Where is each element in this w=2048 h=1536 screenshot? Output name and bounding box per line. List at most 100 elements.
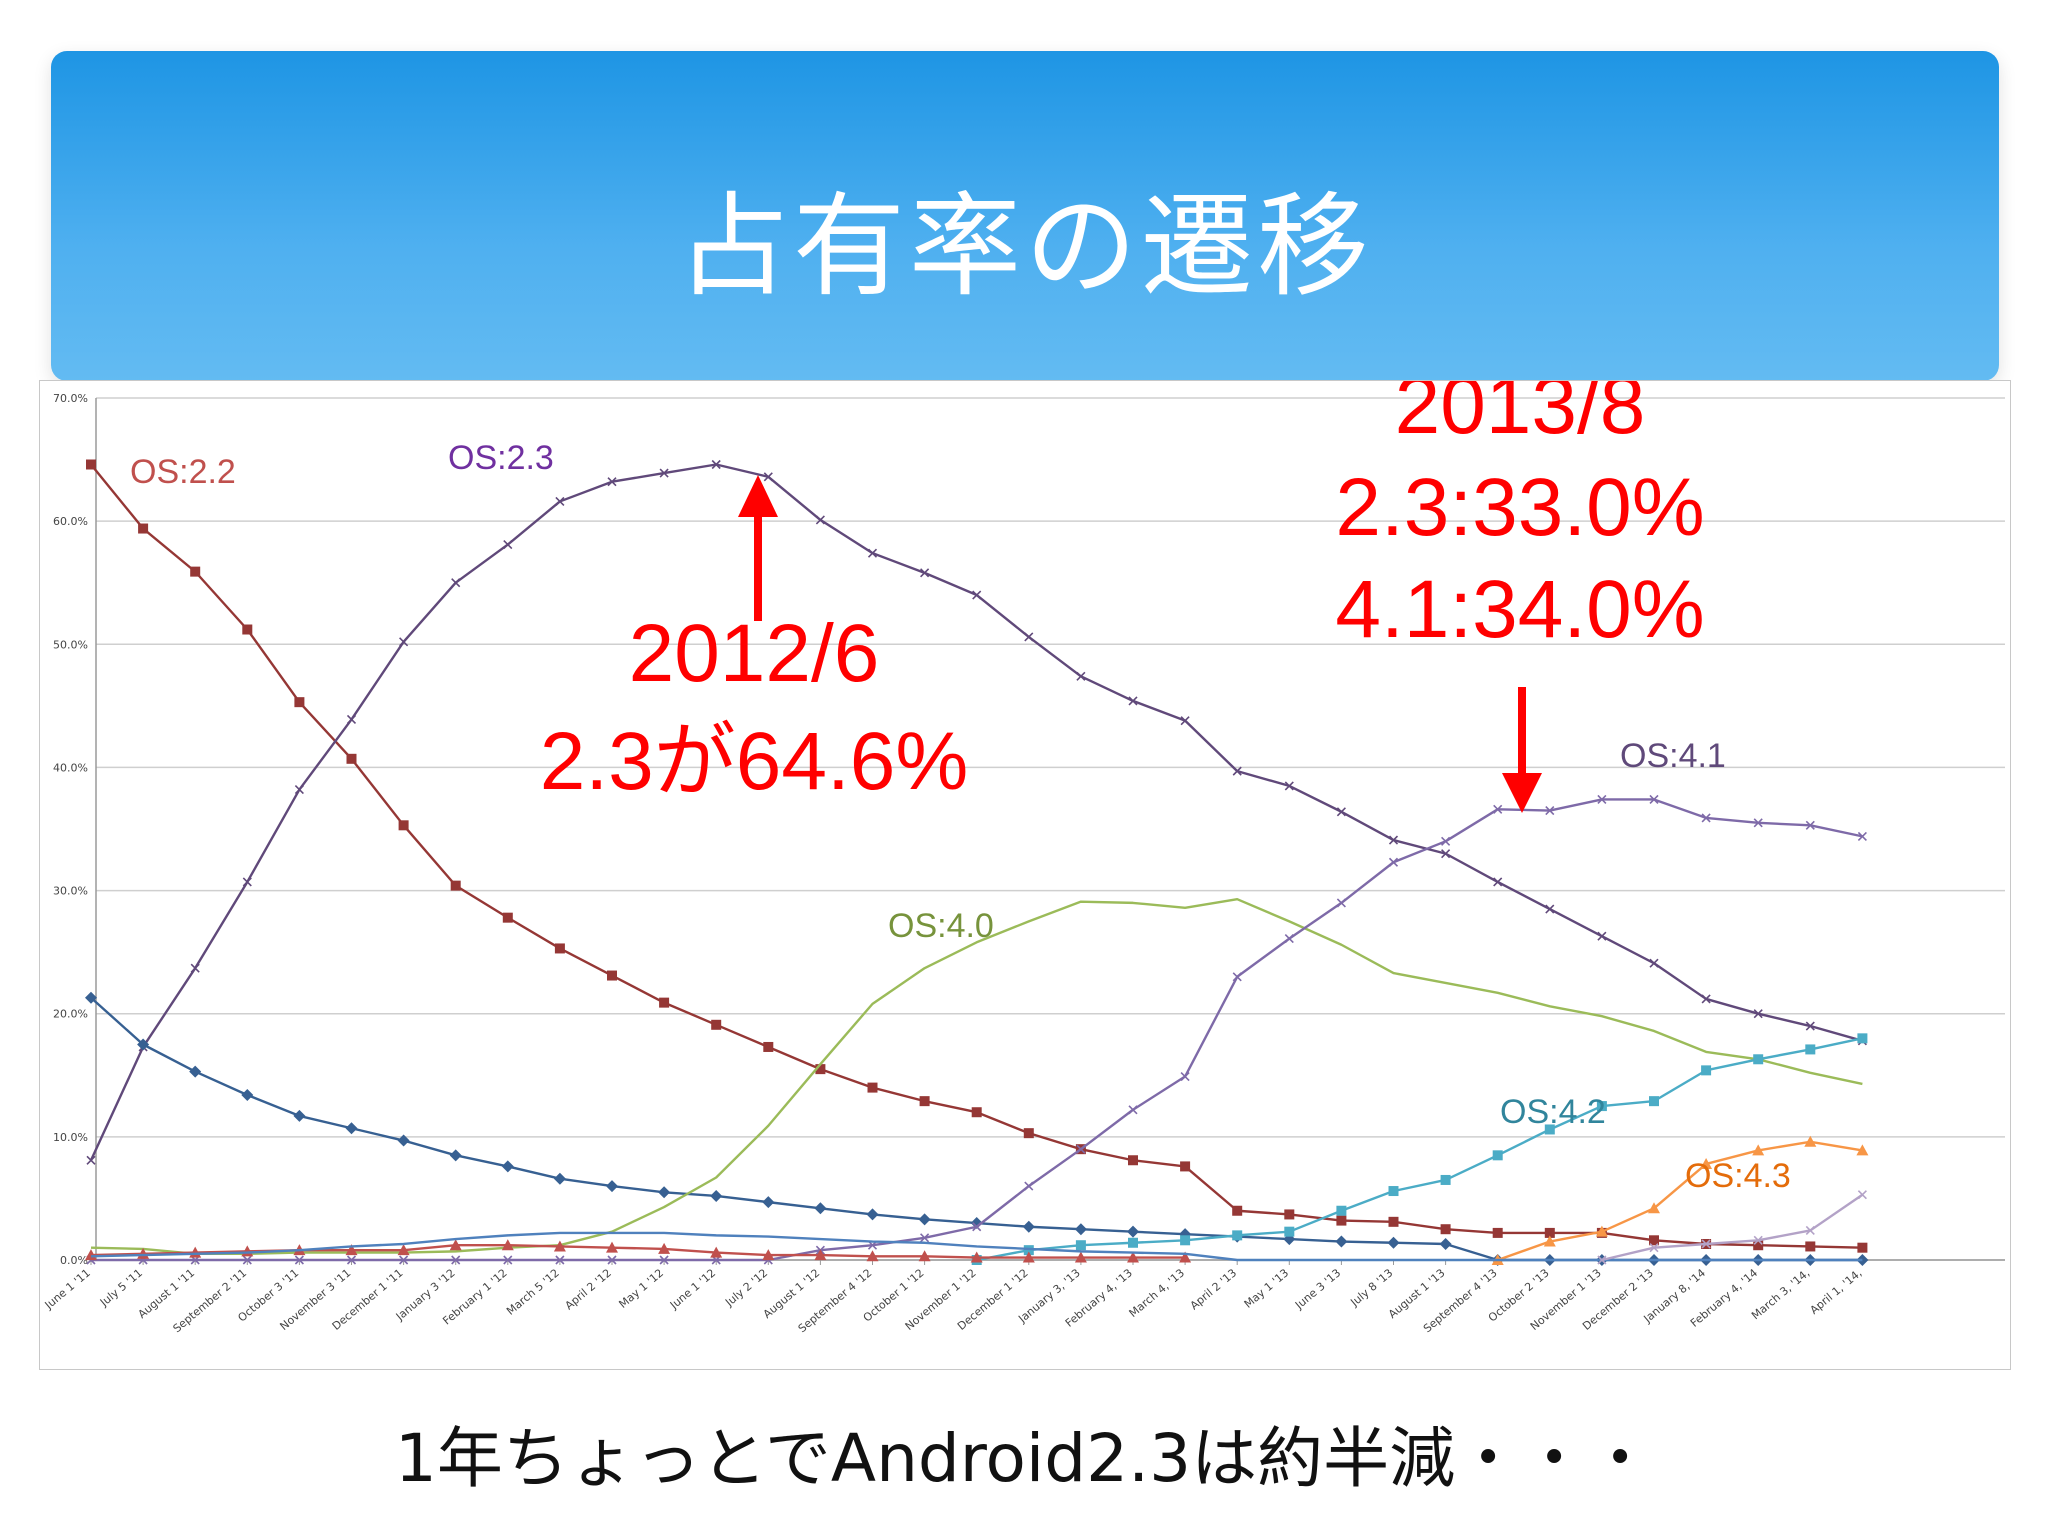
data-point (866, 1250, 879, 1262)
y-tick-label: 0.0% (60, 1254, 88, 1267)
data-point (1753, 1240, 1764, 1251)
x-tick-label: June 3 '13 (1292, 1266, 1343, 1312)
x-tick-label: April 2 '13 (1188, 1266, 1239, 1312)
data-point (1857, 1190, 1867, 1200)
data-point (763, 472, 773, 482)
slide-title: 占有率の遷移 (677, 182, 1373, 312)
x-tick-label: March 4, '13 (1127, 1266, 1187, 1320)
data-point (920, 1233, 930, 1243)
data-point (555, 496, 565, 507)
data-point (1440, 1174, 1451, 1185)
x-tick-label: May 1 '13 (1242, 1266, 1292, 1311)
data-point (399, 637, 409, 647)
data-point (1545, 904, 1555, 914)
arrow-down-head (1502, 773, 1542, 813)
data-point (1387, 1236, 1400, 1249)
series-line (90, 1231, 1863, 1262)
data-point (1075, 1240, 1086, 1251)
data-point (1128, 1237, 1138, 1248)
data-point (294, 785, 304, 795)
data-point (553, 1240, 566, 1252)
data-point (137, 1038, 150, 1051)
data-point (658, 1242, 671, 1254)
data-point (1805, 1241, 1816, 1252)
data-point (293, 1109, 306, 1122)
data-point (710, 1246, 723, 1258)
data-point (711, 1019, 722, 1030)
x-tick-label: April 1, '14, (1808, 1266, 1865, 1317)
data-point (138, 523, 149, 534)
data-point (449, 1239, 462, 1251)
data-point (1128, 696, 1138, 706)
data-point (1805, 820, 1815, 830)
data-point (1596, 1101, 1607, 1112)
data-point (1180, 1071, 1190, 1082)
data-point (1753, 818, 1763, 828)
annotation-2013-line: 2013/8 (1395, 381, 1646, 451)
data-point (1336, 898, 1346, 908)
data-point (1857, 1242, 1868, 1253)
data-point (553, 1172, 566, 1185)
data-point (1649, 1243, 1659, 1253)
data-point (1752, 1144, 1765, 1156)
data-point (1441, 836, 1451, 846)
data-point (1649, 794, 1659, 805)
data-point (1544, 1124, 1555, 1135)
title-banner: 占有率の遷移 (51, 51, 1999, 381)
data-point (607, 1255, 617, 1265)
data-point (710, 1189, 723, 1202)
data-point (346, 753, 357, 764)
data-point (1336, 807, 1346, 817)
data-point (1074, 1223, 1087, 1236)
series-os-4-1: OS:4.1 (86, 737, 1867, 1265)
data-point (1022, 1251, 1035, 1263)
data-point (1336, 1215, 1347, 1226)
data-point (659, 1255, 669, 1265)
data-point (972, 1222, 982, 1232)
data-point (345, 1244, 358, 1256)
data-point (501, 1160, 514, 1173)
data-point (1493, 877, 1503, 887)
series-unlabeled-9 (1597, 1190, 1867, 1265)
data-point (554, 943, 565, 954)
data-point (1597, 1255, 1607, 1265)
data-point (971, 1107, 982, 1118)
data-point (918, 1213, 931, 1226)
data-point (1701, 1065, 1712, 1076)
data-point (1493, 804, 1503, 814)
data-point (1336, 1205, 1347, 1216)
data-point (190, 566, 201, 577)
footer-caption: 1年ちょっとでAndroid2.3は約半減・・・ (394, 1420, 1654, 1497)
data-point (1024, 632, 1034, 642)
data-point (501, 1239, 514, 1251)
data-point (1544, 1227, 1555, 1238)
data-point (241, 1088, 254, 1101)
data-point (399, 1255, 409, 1265)
data-point (814, 1202, 827, 1215)
line-chart: 0.0% 10.0% 20.0% 30.0% 40.0% 50.0% 60.0% 70.0% J… (42, 381, 2005, 1335)
data-point (555, 1255, 565, 1265)
data-point (1023, 1245, 1034, 1256)
data-point (294, 1255, 304, 1265)
data-point (607, 970, 617, 981)
data-point (1700, 1157, 1713, 1169)
x-tick-label: March 5 '12 (504, 1266, 562, 1317)
data-point (503, 539, 513, 550)
data-point (1857, 831, 1867, 841)
data-point (815, 1064, 826, 1075)
annotation-2012-line: 2.3が64.6% (540, 716, 969, 807)
y-tick-label: 10.0% (53, 1131, 88, 1144)
data-point (1128, 1155, 1138, 1166)
data-point (607, 477, 617, 487)
x-tick-label: May 1 '12 (616, 1266, 666, 1311)
arrow-up-head (738, 475, 778, 517)
data-point (1388, 857, 1399, 867)
data-point (1335, 1235, 1348, 1248)
data-point (1232, 1230, 1243, 1241)
data-point (866, 1208, 879, 1221)
data-point (1388, 835, 1399, 845)
series-label: OS:4.3 (1685, 1157, 1791, 1195)
series-line (1601, 1193, 1864, 1262)
data-point (867, 548, 878, 558)
data-point (451, 578, 461, 588)
